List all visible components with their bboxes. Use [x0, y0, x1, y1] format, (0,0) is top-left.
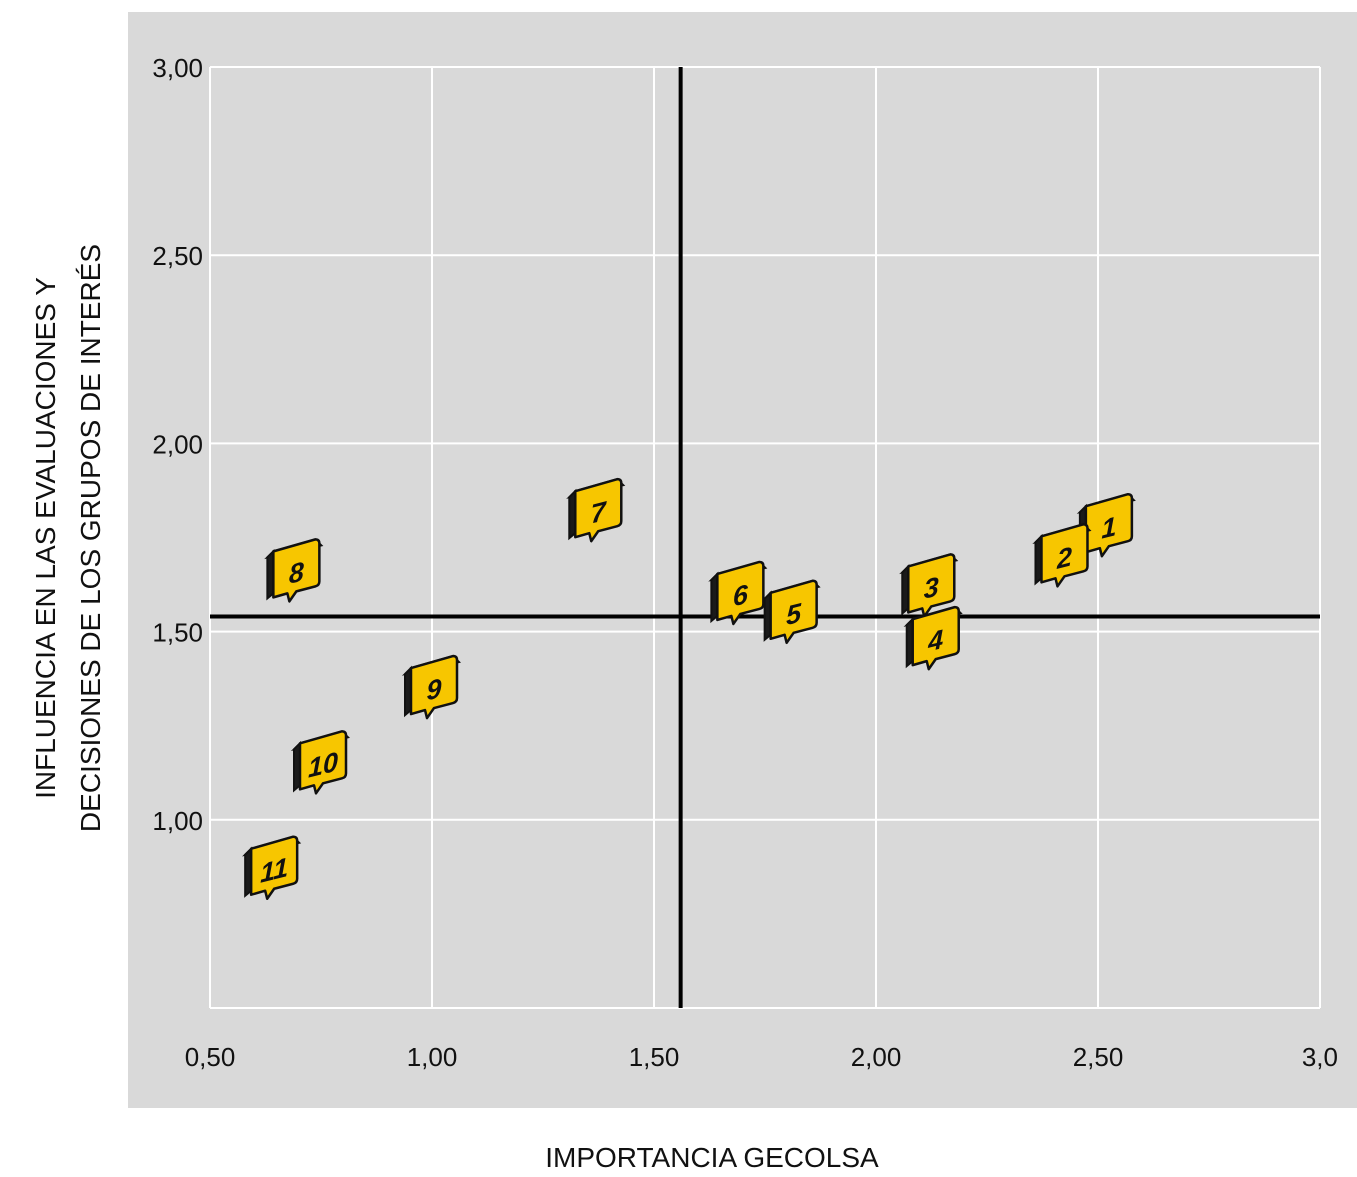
data-points: 12 3 4 5 6 7 8 9 10 11: [242, 477, 1136, 900]
data-point-label: 9: [426, 672, 442, 706]
y-axis-label-line-2: DECISIONES DE LOS GRUPOS DE INTERÉS: [75, 244, 106, 832]
x-tick-label: 1,50: [629, 1042, 680, 1072]
marker-bubble: [907, 553, 956, 618]
data-point-6: 6: [708, 560, 768, 626]
x-tick-label: 2,00: [851, 1042, 902, 1072]
data-point-label: 5: [786, 597, 802, 631]
data-point-10: 10: [290, 730, 350, 795]
x-axis-label: IMPORTANCIA GECOLSA: [545, 1142, 879, 1172]
x-tick-label: 1,00: [407, 1042, 458, 1072]
data-point-11: 11: [242, 835, 302, 900]
data-point-5: 5: [761, 579, 821, 645]
y-tick-label: 2,50: [152, 241, 203, 271]
y-axis-label-line-1: INFLUENCIA EN LAS EVALUACIONES Y: [30, 277, 61, 799]
marker-bubble: [911, 605, 960, 671]
x-tick-label: 2,50: [1073, 1042, 1124, 1072]
data-point-label: 1: [1101, 510, 1116, 544]
data-point-1: 1: [1076, 492, 1136, 558]
marker-bubble: [298, 730, 348, 795]
marker-bubble: [716, 560, 765, 626]
marker-bubble: [574, 477, 623, 543]
data-point-label: 4: [927, 623, 943, 658]
y-tick-label: 3,00: [152, 53, 203, 83]
y-tick-label: 2,00: [152, 429, 203, 459]
data-point-label: 3: [924, 571, 939, 605]
x-tick-label: 3,0: [1302, 1042, 1338, 1072]
data-point-7: 7: [566, 477, 626, 543]
marker-bubble: [1084, 492, 1134, 558]
marker-bubble: [409, 654, 459, 720]
data-point-label: 11: [260, 851, 288, 889]
y-tick-label: 1,50: [152, 618, 203, 648]
y-tick-label: 1,00: [152, 806, 203, 836]
plot-background: [128, 12, 1357, 1108]
marker-bubble: [249, 835, 299, 900]
marker-bubble: [769, 579, 818, 645]
tick-labels: 0,50 1,00 1,50 2,00 2,50 3,0 1,00 1,50 2,00 2,50 3…: [152, 53, 1338, 1072]
data-point-label: 10: [308, 746, 338, 784]
data-point-9: 9: [401, 654, 461, 720]
data-point-label: 8: [289, 555, 305, 589]
data-point-8: 8: [264, 538, 324, 603]
x-tick-label: 0,50: [185, 1042, 236, 1072]
data-point-label: 2: [1056, 540, 1072, 575]
marker-bubble: [272, 538, 321, 603]
data-point-4: 4: [903, 605, 963, 671]
data-point-3: 3: [899, 553, 959, 618]
marker-bubble: [1040, 523, 1089, 588]
data-point-label: 7: [591, 495, 608, 530]
data-point-label: 6: [733, 578, 749, 612]
data-point-2: 2: [1032, 523, 1092, 588]
